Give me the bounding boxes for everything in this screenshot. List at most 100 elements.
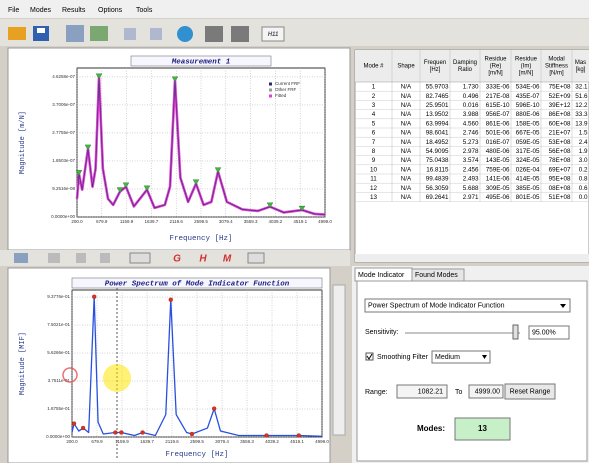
- table-cell: 2: [372, 93, 376, 100]
- column-header: [Hz]: [430, 67, 441, 73]
- x-tick-label: 4039.2: [269, 219, 283, 224]
- x-tick-label: 4039.2: [265, 439, 279, 444]
- x-tick-label: 4999.0: [315, 439, 329, 444]
- plot-button[interactable]: M: [223, 254, 232, 265]
- table-icon[interactable]: [90, 26, 108, 41]
- menu-item[interactable]: Results: [62, 7, 86, 14]
- reset-button[interactable]: [504, 383, 556, 400]
- table-cell: 8: [372, 148, 376, 155]
- tool-icon[interactable]: [150, 28, 162, 40]
- range-to-field[interactable]: [468, 384, 504, 399]
- tool-icon[interactable]: [76, 253, 86, 263]
- peak-marker: [119, 430, 124, 435]
- modes-field: [454, 417, 511, 441]
- h11-button[interactable]: [261, 26, 285, 42]
- table-cell: 78E+08: [549, 157, 571, 164]
- tool-icon[interactable]: [14, 253, 28, 263]
- table-cell: 75.0438: [426, 157, 449, 164]
- table-cell: 016E-07: [486, 139, 510, 146]
- menu-item[interactable]: Options: [98, 7, 123, 14]
- table-cell: 141E-06: [486, 176, 510, 183]
- table-cell: 2.456: [463, 166, 479, 173]
- table-cell: 51E+08: [549, 194, 571, 201]
- table-cell: 861E-06: [486, 120, 510, 127]
- peak-marker: [143, 185, 151, 192]
- table-cell: N/A: [401, 194, 412, 201]
- table-cell: 33.3: [575, 111, 588, 118]
- x-tick-label: 679.9: [91, 439, 103, 444]
- plot-button[interactable]: G: [173, 254, 181, 265]
- table-cell: 158E-05: [516, 120, 540, 127]
- table-cell: 0.0: [579, 194, 588, 201]
- table-cell: 3.988: [463, 111, 479, 118]
- table-cell: 10: [370, 166, 378, 173]
- table-cell: 12: [370, 185, 378, 192]
- table-cell: 75E+08: [549, 84, 571, 91]
- x-tick-label: 1159.9: [120, 219, 134, 224]
- tree-icon[interactable]: [66, 25, 84, 42]
- x-tick-label: 2119.6: [169, 219, 183, 224]
- x-tick-label: 2599.5: [194, 219, 208, 224]
- menu-item[interactable]: File: [8, 7, 19, 14]
- table-cell: 86E+08: [549, 111, 571, 118]
- column-header: Ratio: [458, 67, 473, 73]
- table-cell: 0.6: [579, 185, 588, 192]
- scrollbar[interactable]: [332, 284, 346, 436]
- table-cell: 2.978: [463, 148, 479, 155]
- menu-item[interactable]: Tools: [136, 7, 153, 14]
- reset-label: Reset Range: [510, 388, 551, 395]
- tool-icon[interactable]: [100, 253, 110, 263]
- smoothing-dropdown[interactable]: [431, 350, 491, 364]
- legend-label: Current FRF: [275, 81, 300, 86]
- table-cell: 0.016: [463, 102, 479, 109]
- table-cell: 435E-07: [516, 93, 540, 100]
- peak-marker: [171, 76, 179, 83]
- table-cell: 414E-05: [516, 176, 540, 183]
- tool-icon[interactable]: [124, 28, 136, 40]
- sensitivity-value: 95.00%: [532, 329, 556, 336]
- column-header: Residue: [515, 57, 538, 63]
- table-cell: N/A: [401, 139, 412, 146]
- tool-icon[interactable]: [48, 253, 60, 263]
- y-tick-label: 3.7511e-01: [48, 378, 71, 383]
- table-cell: 25.9501: [426, 102, 449, 109]
- x-tick-label: 4519.1: [293, 219, 307, 224]
- table-cell: 3: [372, 102, 376, 109]
- open-icon[interactable]: [8, 27, 26, 40]
- tool-icon[interactable]: [247, 252, 265, 264]
- peak-marker: [122, 182, 130, 189]
- plot-button[interactable]: H: [199, 254, 207, 265]
- refresh-icon[interactable]: [177, 26, 193, 42]
- checkmark: [366, 353, 373, 360]
- table-cell: 1: [372, 84, 376, 91]
- peak-marker: [84, 144, 92, 151]
- column-header: Shape: [397, 64, 415, 70]
- modes-label: Modes:: [417, 424, 445, 433]
- sensitivity-field[interactable]: [528, 325, 570, 340]
- cursor-ring: [62, 367, 78, 383]
- table-cell: 11: [370, 176, 377, 183]
- table-cell: 217E-08: [486, 93, 510, 100]
- slider-thumb[interactable]: [512, 324, 519, 340]
- table-cell: 1.9: [579, 148, 588, 155]
- back-icon[interactable]: [205, 26, 223, 42]
- title-box: [71, 277, 323, 289]
- function-dropdown[interactable]: [364, 298, 571, 313]
- forward-icon[interactable]: [231, 26, 249, 42]
- tab-label: Mode Indicator: [358, 272, 405, 279]
- chart-title: Power Spectrum of Mode Indicator Functio…: [105, 280, 290, 288]
- peak-marker: [192, 179, 200, 185]
- table-cell: 51.6: [575, 93, 588, 100]
- column-header: Stiffness: [545, 64, 568, 70]
- column-header: Mode #: [363, 64, 384, 70]
- menu-item[interactable]: Modes: [30, 7, 52, 14]
- table-cell: 4.560: [463, 120, 479, 127]
- table-cell: 6: [372, 130, 376, 137]
- checkbox[interactable]: [365, 352, 374, 361]
- range-from-field[interactable]: [396, 384, 448, 399]
- h-scrollbar[interactable]: [355, 254, 589, 262]
- column-header: Damping: [453, 60, 477, 66]
- column-header: (Im): [521, 64, 532, 70]
- peak-marker: [75, 170, 83, 176]
- tool-icon[interactable]: [129, 252, 151, 264]
